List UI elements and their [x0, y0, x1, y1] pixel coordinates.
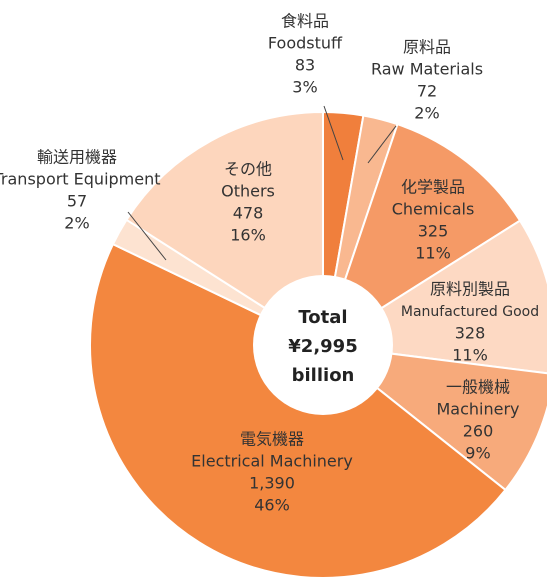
segment-label-ja: 輸送用機器	[37, 148, 117, 167]
segment	[321, 122, 522, 348]
segment-label: Raw Materials	[371, 60, 483, 79]
value-label: 328	[455, 324, 486, 343]
value-label: 83	[295, 56, 315, 75]
leader-line	[323, 105, 344, 161]
value-label: 260	[463, 422, 494, 441]
leader-line	[367, 125, 397, 164]
segment-label: Electrical Machinery	[191, 452, 353, 471]
segment-label: Chemicals	[392, 200, 475, 219]
leader-line	[127, 211, 167, 261]
percent-label: 11%	[452, 346, 488, 365]
value-label: 325	[418, 222, 449, 241]
segment-label: Others	[221, 182, 275, 201]
segment-label-ja: 一般機械	[446, 378, 510, 397]
value-label: 57	[67, 192, 87, 211]
segment-label-ja: その他	[224, 160, 272, 179]
segment	[89, 242, 507, 579]
segment-label: Machinery	[436, 400, 519, 419]
value-label: 72	[417, 82, 437, 101]
percent-label: 16%	[230, 226, 266, 245]
segment-label: Transport Equipment	[0, 170, 161, 189]
percent-label: 3%	[292, 78, 317, 97]
segment	[125, 110, 324, 347]
center-label: Total	[298, 307, 347, 328]
percent-label: 2%	[414, 104, 439, 123]
percent-label: 9%	[465, 444, 490, 463]
center-label: billion	[292, 365, 355, 386]
percent-label: 11%	[415, 244, 451, 263]
segment-label: Foodstuff	[268, 34, 343, 53]
segment-label-ja: 電気機器	[240, 430, 304, 449]
percent-label: 46%	[254, 496, 290, 515]
center-label: ¥2,995	[288, 336, 357, 357]
segment-label: Manufactured Good	[401, 304, 539, 320]
segment-label-ja: 原料別製品	[430, 280, 510, 299]
percent-label: 2%	[64, 214, 89, 233]
donut-hole	[253, 275, 393, 415]
value-label: 1,390	[249, 474, 295, 493]
segment-label-ja: 化学製品	[401, 178, 465, 197]
segment-label-ja: 食料品	[281, 12, 329, 31]
value-label: 478	[233, 204, 264, 223]
segment-label-ja: 原料品	[403, 38, 451, 57]
